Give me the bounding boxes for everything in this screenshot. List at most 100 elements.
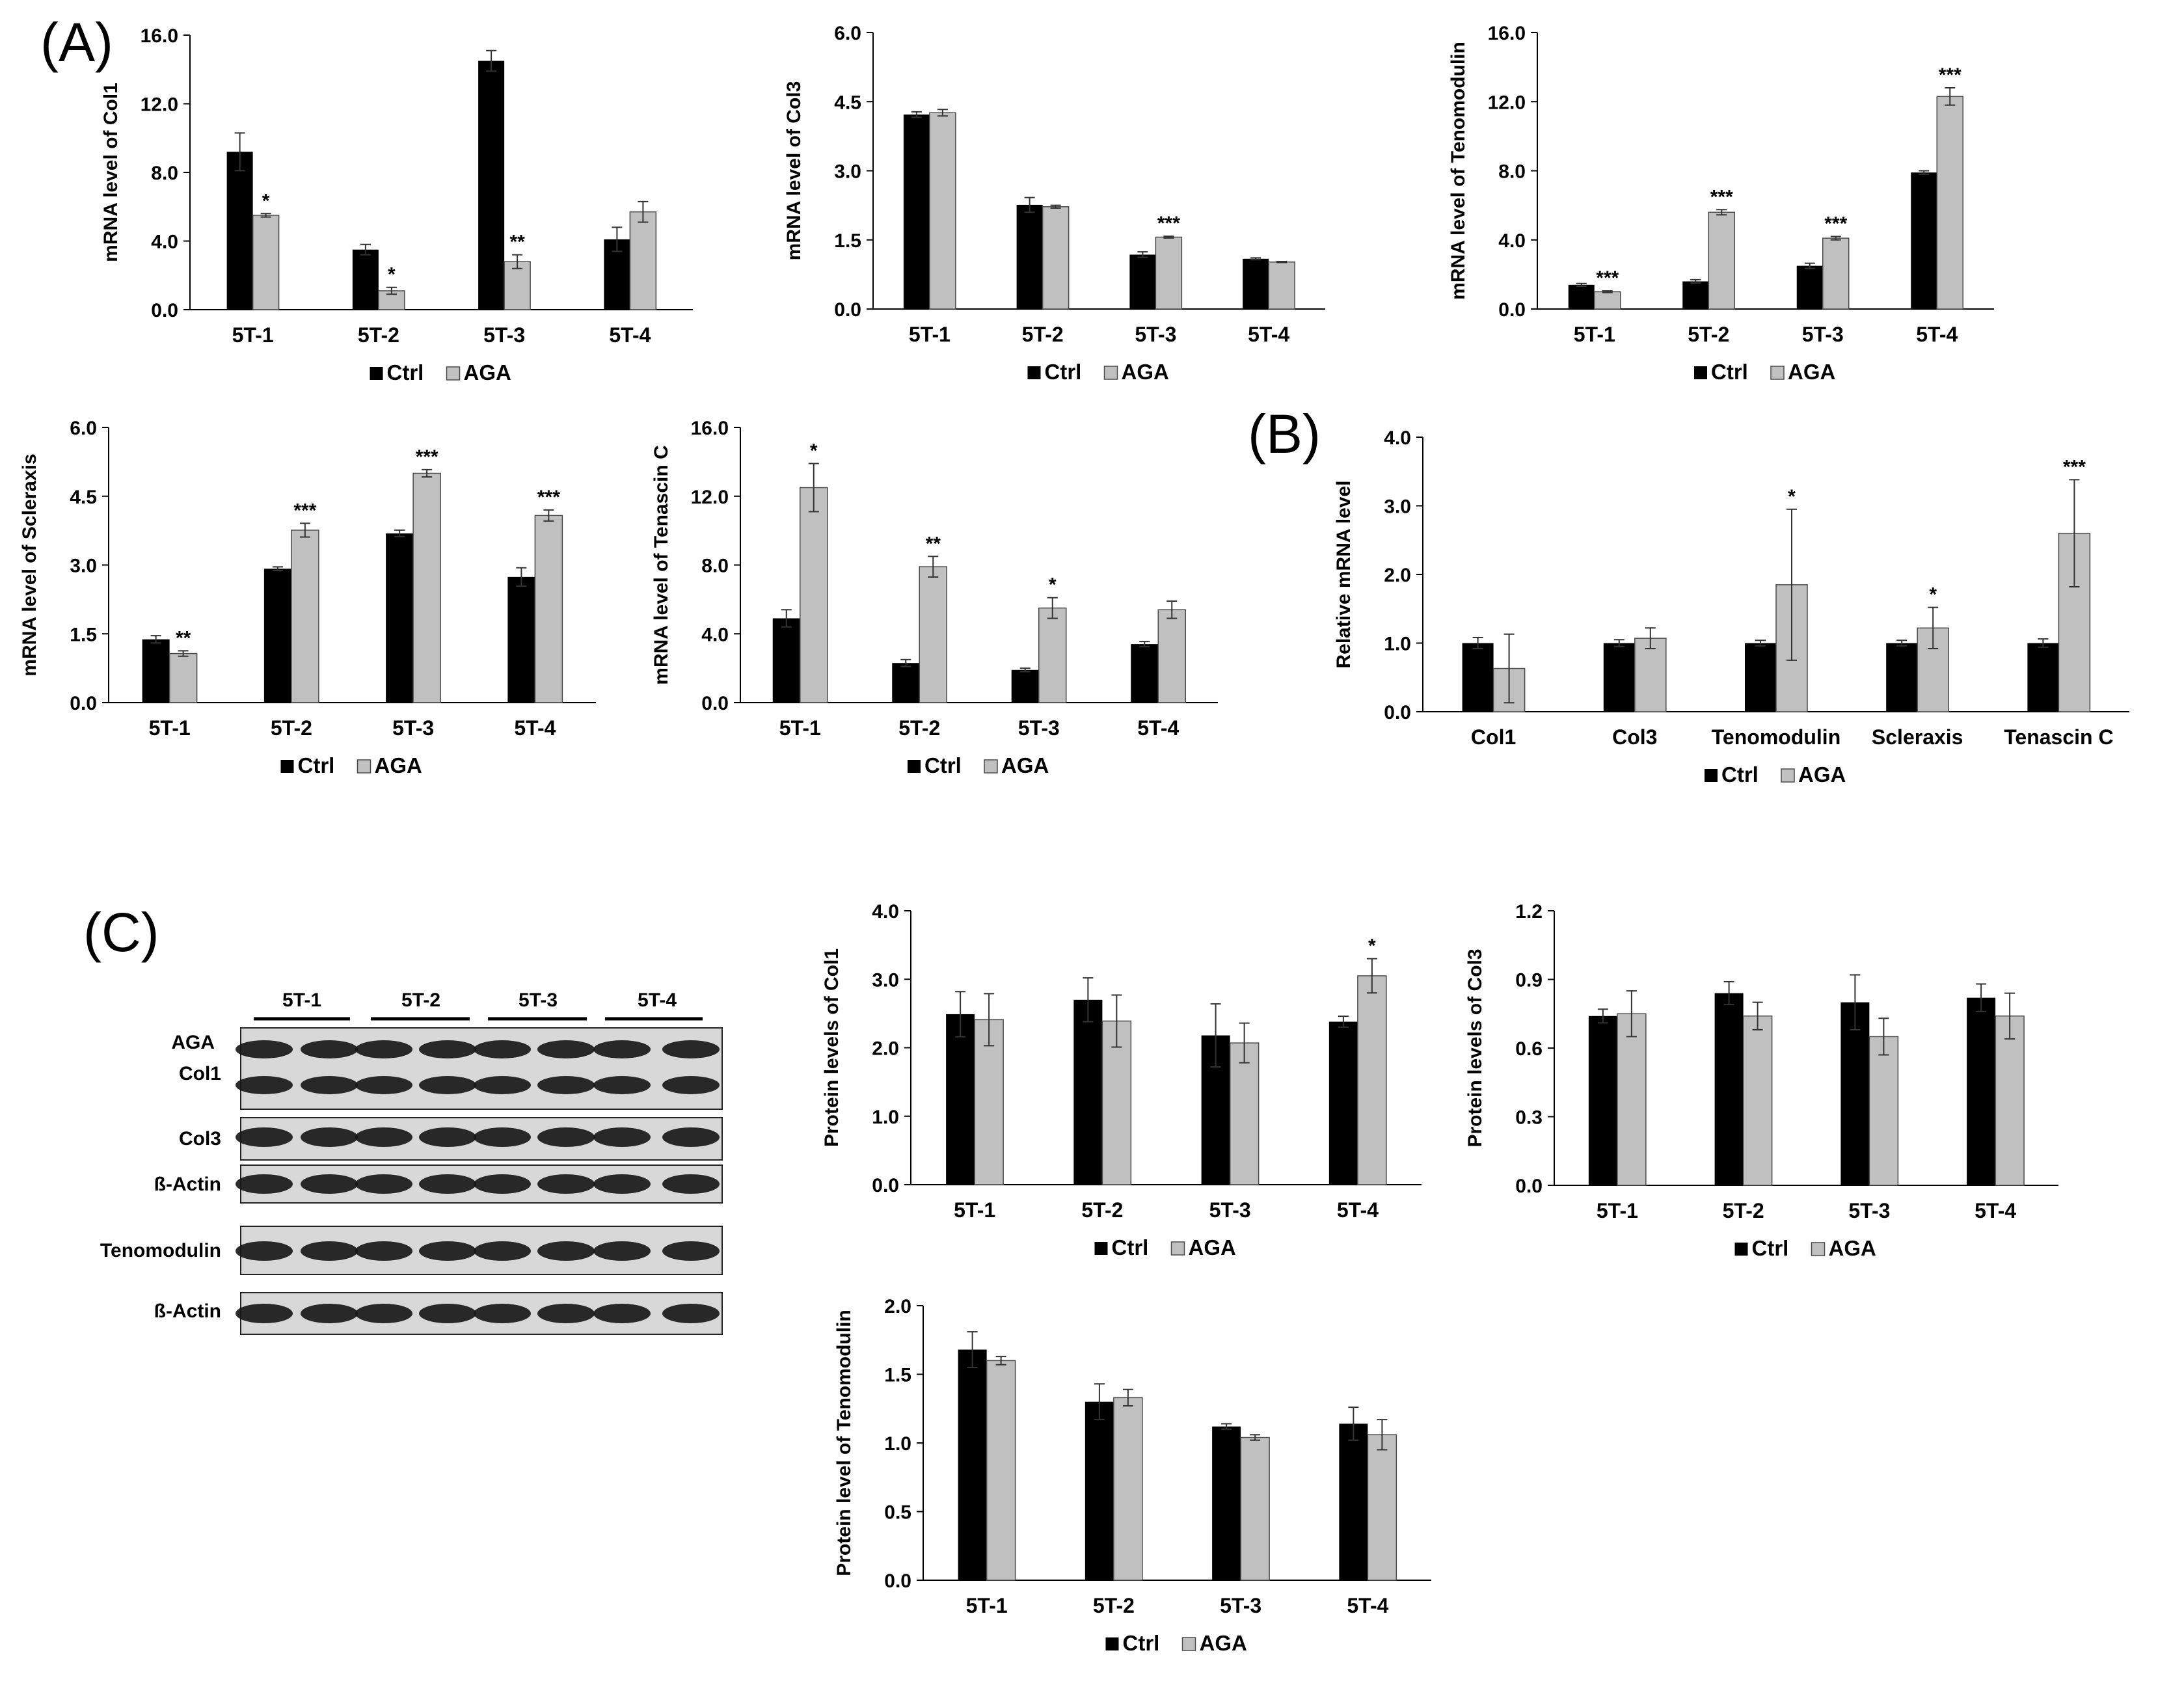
error-bar bbox=[1613, 639, 1625, 647]
y-tick-label: 4.0 bbox=[872, 901, 899, 922]
blot-band bbox=[593, 1127, 651, 1147]
chart-protein-tenomodulin: 0.0 0.5 1.0 1.5 2.0 Protein level of Tenomodu… bbox=[833, 1296, 1431, 1655]
blot-band bbox=[662, 1174, 720, 1194]
blot-band bbox=[236, 1127, 293, 1147]
x-tick-label: 5T-4 bbox=[1916, 323, 1958, 346]
x-tick-label: 5T-1 bbox=[1597, 1199, 1638, 1222]
aga-bar bbox=[1155, 236, 1183, 310]
blot-band bbox=[301, 1040, 358, 1058]
error-bar bbox=[150, 635, 161, 644]
x-tick-label: 5T-3 bbox=[1209, 1198, 1251, 1222]
error-bar bbox=[394, 529, 405, 537]
x-tick-label: Col1 bbox=[1471, 725, 1516, 749]
y-axis-title: mRNA level of Col3 bbox=[783, 81, 805, 261]
y-tick-label: 3.0 bbox=[872, 969, 899, 991]
blot-treatment-label: AGA bbox=[171, 1032, 215, 1053]
y-axis-title: Protein level of Tenomodulin bbox=[833, 1310, 855, 1576]
ctrl-bar bbox=[1016, 204, 1043, 309]
error-bar bbox=[1878, 1017, 1889, 1056]
blot-band bbox=[419, 1040, 476, 1058]
error-bar bbox=[1111, 994, 1122, 1048]
error-bar bbox=[937, 109, 948, 117]
error-bar bbox=[1786, 508, 1797, 661]
x-tick-label: 5T-2 bbox=[1093, 1594, 1135, 1617]
x-tick-label: 5T-2 bbox=[358, 323, 399, 347]
y-tick-label: 0.0 bbox=[1384, 702, 1411, 723]
blot-group-label: 5T-2 bbox=[401, 990, 440, 1011]
y-tick-label: 4.0 bbox=[701, 624, 729, 645]
x-tick-label: 5T-3 bbox=[483, 323, 525, 347]
blot-band bbox=[593, 1304, 651, 1323]
legend-label-aga: AGA bbox=[1798, 762, 1846, 787]
significance-marker: *** bbox=[1710, 186, 1733, 208]
ctrl-bar bbox=[892, 663, 920, 703]
blot-band bbox=[537, 1076, 595, 1094]
chart-mrna-tenomodulin: 0.0 4.0 8.0 12.0 16.0 mRNA level of Tenomodul… bbox=[1448, 23, 1994, 384]
error-bar bbox=[1976, 983, 1987, 1012]
blot-band bbox=[662, 1304, 720, 1323]
ctrl-bar bbox=[1840, 1002, 1870, 1185]
legend: Ctrl AGA bbox=[1105, 1631, 1247, 1655]
aga-bar bbox=[1708, 211, 1735, 310]
legend-swatch-ctrl bbox=[370, 367, 383, 380]
blot-band bbox=[355, 1241, 412, 1261]
legend-label-aga: AGA bbox=[1829, 1236, 1876, 1260]
blot-band bbox=[236, 1076, 293, 1094]
aga-bar bbox=[169, 653, 198, 703]
error-bar bbox=[2038, 638, 2049, 648]
aga-bar bbox=[1357, 975, 1387, 1185]
error-bar bbox=[1338, 1016, 1349, 1028]
aga-bar bbox=[1113, 1397, 1143, 1581]
ctrl-bar bbox=[1011, 669, 1039, 703]
ctrl-bar bbox=[1243, 258, 1269, 309]
aga-bar bbox=[1868, 1036, 1899, 1186]
blot-group-label: 5T-1 bbox=[282, 990, 321, 1011]
x-tick-label: 5T-4 bbox=[1248, 323, 1289, 346]
error-bar bbox=[928, 556, 939, 578]
ctrl-bar bbox=[1129, 254, 1156, 309]
aga-bar bbox=[1038, 607, 1067, 703]
legend: Ctrl AGA bbox=[1694, 360, 1835, 384]
legend-swatch-ctrl bbox=[1027, 366, 1041, 379]
error-bar bbox=[911, 111, 922, 118]
y-tick-label: 16.0 bbox=[691, 418, 729, 439]
panel-label-b: (B) bbox=[1248, 403, 1321, 465]
blot-band bbox=[355, 1076, 412, 1094]
x-tick-label: 5T-2 bbox=[271, 716, 312, 740]
error-bar bbox=[1166, 600, 1178, 619]
error-bar bbox=[1122, 1388, 1133, 1407]
legend-label-aga: AGA bbox=[1189, 1235, 1236, 1259]
error-bar bbox=[1366, 958, 1377, 994]
blot-band bbox=[593, 1040, 651, 1058]
blot-band bbox=[474, 1127, 531, 1147]
error-bar bbox=[808, 463, 819, 513]
y-tick-label: 2.0 bbox=[884, 1296, 911, 1317]
x-tick-label: 5T-1 bbox=[149, 716, 191, 740]
aga-bar bbox=[919, 566, 947, 703]
error-bar bbox=[512, 254, 523, 269]
x-tick-label: 5T-3 bbox=[1802, 323, 1844, 346]
error-bar bbox=[967, 1331, 978, 1368]
error-bar bbox=[1830, 236, 1841, 241]
error-bar bbox=[1163, 236, 1174, 239]
ctrl-bar bbox=[1339, 1423, 1368, 1580]
aga-bar bbox=[1936, 96, 1963, 310]
chart-mrna-scleraxis: 0.0 1.5 3.0 4.5 6.0 mRNA level of Scleraxis **… bbox=[19, 418, 596, 777]
y-tick-label: 0.0 bbox=[151, 300, 178, 321]
error-bar bbox=[386, 286, 397, 295]
x-tick-label: 5T-2 bbox=[898, 716, 940, 740]
x-tick-label: 5T-2 bbox=[1688, 323, 1729, 346]
ctrl-bar bbox=[507, 576, 535, 703]
blot-band bbox=[355, 1304, 412, 1323]
blot-band bbox=[474, 1241, 531, 1261]
legend-swatch-ctrl bbox=[1094, 1242, 1108, 1255]
y-tick-label: 1.0 bbox=[1384, 634, 1411, 655]
error-bar bbox=[638, 200, 649, 223]
chart-mrna-col3: 0.0 1.5 3.0 4.5 6.0 mRNA level of Col3 5T-1 5T-… bbox=[783, 23, 1325, 384]
x-tick-label: 5T-3 bbox=[1018, 716, 1060, 740]
error-bar bbox=[422, 468, 433, 478]
ctrl-bar bbox=[2027, 643, 2059, 712]
error-bar bbox=[1645, 627, 1656, 649]
error-bar bbox=[1945, 87, 1956, 106]
significance-marker: ** bbox=[176, 627, 191, 649]
